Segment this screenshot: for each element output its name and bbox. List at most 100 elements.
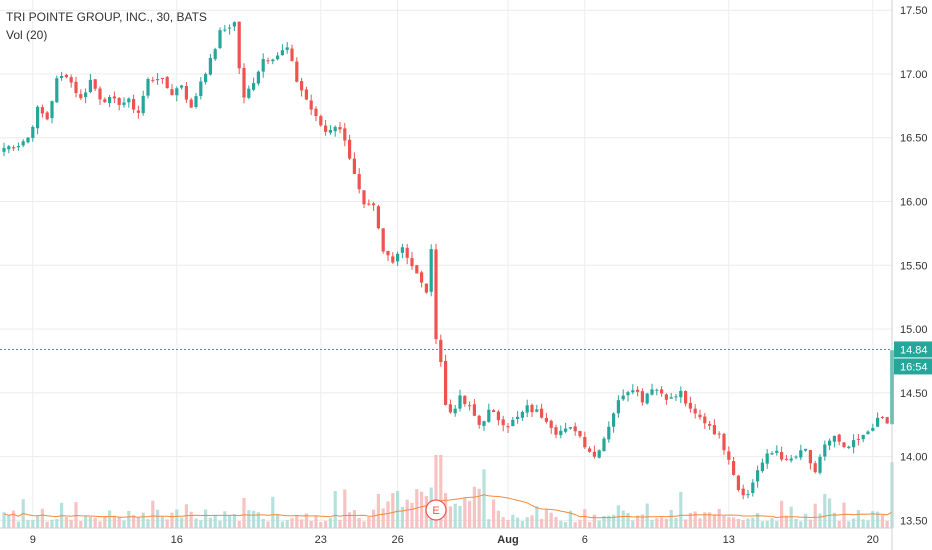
candle-body xyxy=(367,203,371,205)
candle-body xyxy=(208,57,212,75)
volume-bar xyxy=(876,511,880,528)
candle-body xyxy=(804,448,808,451)
volume-bar xyxy=(381,508,385,528)
volume-bar xyxy=(448,506,452,528)
volume-bar xyxy=(314,515,318,528)
volume-bar xyxy=(372,509,376,528)
earnings-marker-label: E xyxy=(432,505,439,517)
candle-body xyxy=(885,417,889,424)
candle-body xyxy=(549,420,553,428)
candle-body xyxy=(204,73,208,83)
candle-body xyxy=(847,446,851,448)
candle-body xyxy=(674,396,678,398)
candle-body xyxy=(372,203,376,206)
volume-bar xyxy=(410,503,414,528)
volume-bar xyxy=(866,520,870,528)
volume-bar xyxy=(760,521,764,528)
volume-bar xyxy=(501,517,505,528)
volume-bar xyxy=(828,498,832,528)
volume-bar xyxy=(736,518,740,528)
volume-bar xyxy=(189,511,193,528)
candle-body xyxy=(84,92,88,98)
candle-body xyxy=(256,71,260,84)
volume-bar xyxy=(357,518,361,528)
volume-bar xyxy=(559,520,563,528)
candle-body xyxy=(501,419,505,426)
volume-bar xyxy=(799,521,803,528)
candle-body xyxy=(127,98,131,103)
volume-bar xyxy=(492,499,496,528)
candle-body xyxy=(88,79,92,93)
volume-bar xyxy=(391,493,395,528)
volume-bar xyxy=(621,510,625,528)
volume-bar xyxy=(602,515,606,528)
volume-bar xyxy=(463,498,467,528)
volume-bar xyxy=(751,517,755,528)
volume-bar xyxy=(285,520,289,528)
candle-body xyxy=(79,94,83,99)
candle-body xyxy=(328,129,332,133)
volume-bar xyxy=(309,520,313,528)
candle-body xyxy=(554,427,558,435)
candle-body xyxy=(871,427,875,431)
candle-body xyxy=(132,99,136,110)
volume-bar xyxy=(170,512,174,528)
volume-bar xyxy=(871,511,875,528)
volume-bar xyxy=(597,520,601,528)
volume-bar xyxy=(741,520,745,528)
candle-body xyxy=(856,438,860,440)
volume-bar xyxy=(415,489,419,528)
candle-body xyxy=(429,249,433,292)
volume-bar xyxy=(175,509,179,528)
candle-body xyxy=(679,390,683,398)
candle-body xyxy=(621,395,625,400)
earnings-marker xyxy=(425,499,447,521)
candle-body xyxy=(386,250,390,256)
volume-bar xyxy=(477,488,481,528)
volume-bar xyxy=(151,500,155,528)
volume-bar xyxy=(141,512,145,528)
volume-bar xyxy=(482,469,486,528)
candle-body xyxy=(818,456,822,473)
candle-body xyxy=(784,458,788,460)
volume-bar xyxy=(861,519,865,528)
volume-bar xyxy=(612,514,616,528)
volume-bar xyxy=(160,516,164,528)
volume-bar xyxy=(127,510,131,528)
volume-bar xyxy=(304,513,308,528)
volume-bar xyxy=(228,515,232,528)
candle-body xyxy=(588,448,592,452)
volume-bar xyxy=(367,517,371,528)
time-tick-label: 16 xyxy=(171,534,183,546)
volume-bar xyxy=(405,499,409,528)
volume-bar xyxy=(780,500,784,528)
price-tick-label: 16.00 xyxy=(900,197,928,209)
volume-bar xyxy=(554,516,558,528)
candle-body xyxy=(55,78,59,103)
volume-bar xyxy=(756,513,760,528)
volume-bar xyxy=(146,519,150,528)
volume-bar xyxy=(180,517,184,528)
candle-body xyxy=(189,99,193,108)
volume-bar xyxy=(588,521,592,528)
volume-bar xyxy=(103,516,107,528)
candle-body xyxy=(199,81,203,97)
candle-body xyxy=(218,30,222,49)
candle-body xyxy=(391,256,395,263)
volume-bar xyxy=(540,518,544,528)
volume-bar xyxy=(712,514,716,528)
candle-body xyxy=(597,450,601,458)
candle-body xyxy=(309,100,313,110)
countdown-label: 16:54 xyxy=(900,361,928,373)
candle-body xyxy=(261,59,265,72)
candle-body xyxy=(535,409,539,412)
volume-bar xyxy=(36,515,40,528)
candle-body xyxy=(832,435,836,442)
candle-body xyxy=(223,29,227,31)
volume-bar xyxy=(511,514,515,528)
volume-bar xyxy=(2,512,6,528)
candle-body xyxy=(295,61,299,82)
candle-body xyxy=(424,283,428,293)
